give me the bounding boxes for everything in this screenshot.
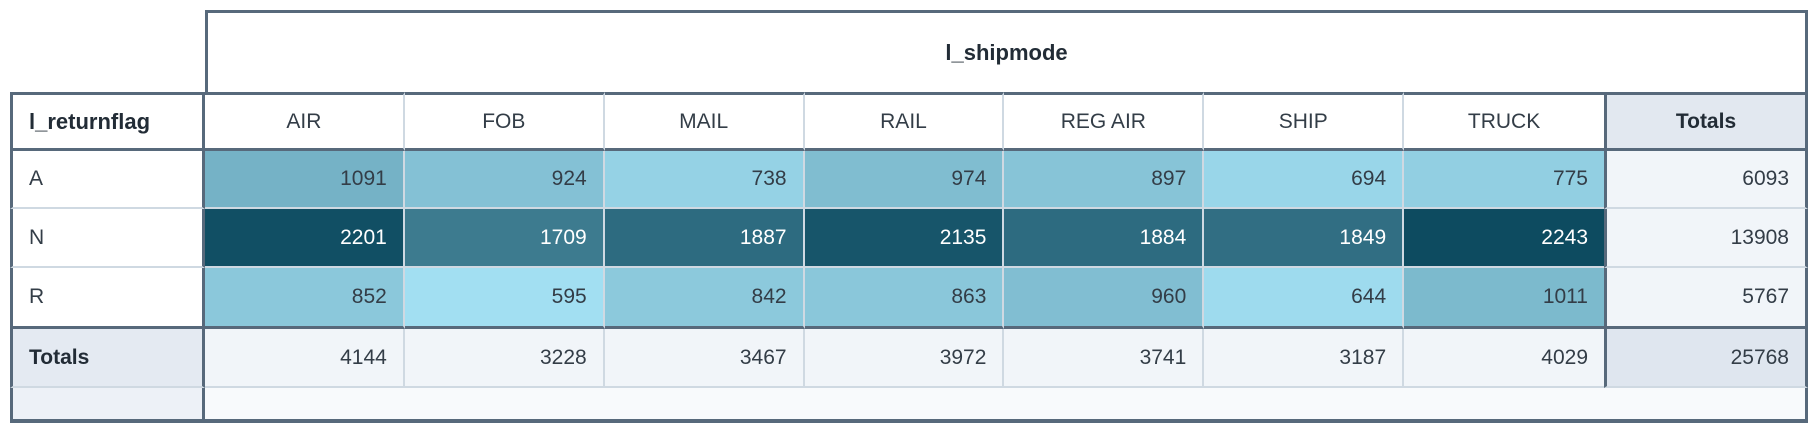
column-header-air: AIR <box>205 92 405 151</box>
column-total-mail: 3467 <box>604 329 805 388</box>
heat-cell-a-truck: 775 <box>1404 151 1604 209</box>
heat-cell-n-ship: 1849 <box>1204 209 1405 268</box>
totals-row-header: Totals <box>10 329 205 388</box>
column-header-mail: MAIL <box>604 92 805 151</box>
heat-cell-r-reg-air: 960 <box>1004 268 1205 329</box>
column-header-ship: SHIP <box>1204 92 1405 151</box>
heat-cell-r-mail: 842 <box>604 268 805 329</box>
footer-row-header-cell <box>10 388 205 423</box>
row-total-a: 6093 <box>1604 151 1808 209</box>
column-total-air: 4144 <box>205 329 405 388</box>
column-header-reg-air: REG AIR <box>1004 92 1205 151</box>
row-dimension-header: l_returnflag <box>10 92 205 151</box>
heat-cell-a-air: 1091 <box>205 151 405 209</box>
heat-cell-a-ship: 694 <box>1204 151 1405 209</box>
column-header-fob: FOB <box>404 92 605 151</box>
heat-cell-n-air: 2201 <box>205 209 405 268</box>
heat-cell-r-ship: 644 <box>1204 268 1405 329</box>
row-total-n: 13908 <box>1604 209 1808 268</box>
heat-cell-n-rail: 2135 <box>804 209 1005 268</box>
column-dimension-header: l_shipmode <box>205 10 1808 92</box>
heat-cell-a-reg-air: 897 <box>1004 151 1205 209</box>
heat-cell-n-reg-air: 1884 <box>1004 209 1205 268</box>
column-total-rail: 3972 <box>804 329 1005 388</box>
column-total-fob: 3228 <box>404 329 605 388</box>
heat-cell-a-fob: 924 <box>404 151 605 209</box>
pivot-grid: l_shipmode l_returnflag Totals Totals 25… <box>10 10 1808 423</box>
heat-cell-n-truck: 2243 <box>1404 209 1604 268</box>
grand-total-cell: 25768 <box>1604 329 1808 388</box>
heat-cell-r-rail: 863 <box>804 268 1005 329</box>
heat-cell-a-mail: 738 <box>604 151 805 209</box>
column-total-ship: 3187 <box>1204 329 1405 388</box>
footer-row-cell <box>205 388 1808 423</box>
heat-cell-r-fob: 595 <box>404 268 605 329</box>
heat-cell-n-mail: 1887 <box>604 209 805 268</box>
column-header-truck: TRUCK <box>1404 92 1604 151</box>
heat-cell-n-fob: 1709 <box>404 209 605 268</box>
row-label-r: R <box>10 268 205 329</box>
totals-column-header: Totals <box>1604 92 1808 151</box>
top-left-spacer <box>10 10 205 92</box>
heat-cell-r-air: 852 <box>205 268 405 329</box>
row-label-n: N <box>10 209 205 268</box>
column-header-rail: RAIL <box>804 92 1005 151</box>
row-label-a: A <box>10 151 205 209</box>
column-total-reg-air: 3741 <box>1004 329 1205 388</box>
heat-cell-r-truck: 1011 <box>1404 268 1604 329</box>
column-total-truck: 4029 <box>1404 329 1604 388</box>
heat-cell-a-rail: 974 <box>804 151 1005 209</box>
row-total-r: 5767 <box>1604 268 1808 329</box>
